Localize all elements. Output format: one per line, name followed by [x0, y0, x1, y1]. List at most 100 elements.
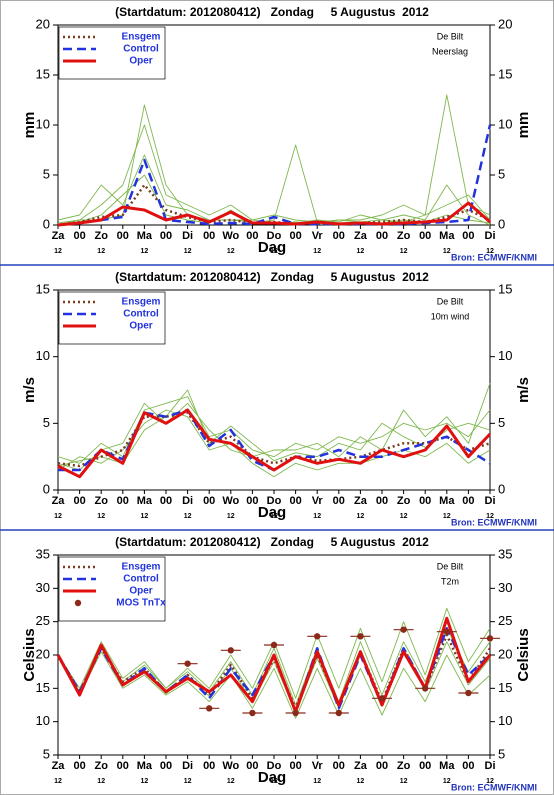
- mos-point: [314, 633, 321, 640]
- mos-point: [465, 689, 472, 697]
- x-tick-label: Wo: [222, 760, 239, 772]
- x-tick-label: 00: [462, 495, 474, 507]
- x-sublabel: 12: [313, 248, 321, 255]
- member-line: [57, 627, 491, 706]
- mos-point: [422, 685, 429, 692]
- x-tick-label: Di: [182, 760, 193, 772]
- plot: [57, 383, 492, 479]
- x-tick-label: Zo: [94, 495, 108, 507]
- x-sublabel: 12: [357, 513, 365, 520]
- x-tick-label: Do: [267, 495, 282, 507]
- x-sublabel: 12: [97, 248, 105, 255]
- x-sublabel: 12: [400, 248, 408, 255]
- x-sublabel: 12: [357, 248, 365, 255]
- y-tick-label: 25: [498, 613, 512, 628]
- y-tick-label: 10: [36, 348, 50, 363]
- source: Bron: ECMWF/KNMI: [451, 252, 537, 262]
- legend-label: Oper: [129, 321, 152, 332]
- y-axis-label: Celsius: [21, 628, 38, 681]
- x-tick-label: 00: [246, 495, 258, 507]
- legend-box: [58, 556, 166, 622]
- chart-title: (Startdatum: 2012080412) Zondag 5 August…: [115, 535, 429, 549]
- mos-point: [335, 709, 342, 717]
- y-tick-label: 0: [498, 481, 505, 496]
- mos-point: [206, 705, 213, 712]
- x-tick-label: 00: [160, 230, 172, 242]
- x-tick-label: 00: [203, 495, 215, 507]
- x-tick-label: 00: [462, 760, 474, 772]
- x-tick-label: 00: [289, 230, 301, 242]
- x-tick-label: Do: [267, 230, 282, 242]
- x-tick-label: 00: [289, 495, 301, 507]
- x-tick-label: Za: [52, 230, 66, 242]
- legend-label: Ensgem: [122, 297, 161, 308]
- location: De Bilt: [437, 31, 464, 41]
- series-line: [57, 124, 492, 227]
- x-tick-label: 00: [203, 230, 215, 242]
- x-sublabel: 12: [227, 513, 235, 520]
- y-tick-label: 5: [498, 166, 505, 181]
- y-tick-label: 30: [36, 580, 50, 595]
- member-line: [57, 389, 491, 467]
- y-tick-label: 20: [36, 16, 50, 31]
- legend-box: [58, 291, 166, 345]
- x-tick-label: Za: [354, 230, 368, 242]
- x-tick-label: 00: [117, 230, 129, 242]
- x-sublabel: 12: [141, 513, 149, 520]
- legend-label: Ensgem: [122, 32, 161, 43]
- x-sublabel: 12: [184, 513, 192, 520]
- variable: Neerslag: [432, 46, 468, 56]
- x-sublabel: 12: [486, 513, 494, 520]
- x-tick-label: Zo: [397, 760, 411, 772]
- x-tick-label: 00: [73, 230, 85, 242]
- x-tick-label: 00: [333, 495, 345, 507]
- mos-point: [486, 635, 494, 642]
- x-tick-label: 00: [246, 760, 258, 772]
- member-line: [57, 607, 491, 699]
- x-tick-label: Wo: [222, 495, 239, 507]
- x-tick-label: 00: [246, 230, 258, 242]
- x-tick-label: 00: [73, 760, 85, 772]
- plot: [57, 94, 492, 227]
- legend-label: Control: [123, 44, 159, 55]
- y-tick-label: 5: [498, 746, 505, 761]
- x-tick-label: Ma: [439, 495, 455, 507]
- x-axis-label: Dag: [258, 769, 286, 786]
- y-tick-label: 0: [43, 481, 50, 496]
- mos-point: [184, 660, 191, 667]
- x-sublabel: 12: [54, 513, 62, 520]
- x-tick-label: Vr: [312, 230, 324, 242]
- plot: [56, 607, 500, 719]
- y-tick-label: 35: [498, 546, 512, 561]
- legend-box: [58, 26, 166, 80]
- x-tick-label: Ma: [137, 760, 153, 772]
- x-tick-label: Di: [182, 230, 193, 242]
- x-tick-label: Di: [182, 495, 193, 507]
- x-sublabel: 12: [270, 513, 278, 520]
- y-tick-label: 0: [43, 216, 50, 231]
- source: Bron: ECMWF/KNMI: [451, 782, 537, 792]
- x-tick-label: 00: [419, 760, 431, 772]
- x-tick-label: Ma: [137, 230, 153, 242]
- x-tick-label: 00: [73, 495, 85, 507]
- member-line: [57, 651, 491, 719]
- y-tick-label: 20: [498, 646, 512, 661]
- x-sublabel: 12: [54, 248, 62, 255]
- mos-point: [443, 628, 450, 635]
- y-tick-label: 10: [498, 116, 512, 131]
- y-axis-label: mm: [515, 112, 532, 139]
- y-axis-label: Celsius: [515, 628, 532, 681]
- x-sublabel: 12: [357, 778, 365, 785]
- legend-swatch: [74, 599, 82, 607]
- chart-title: (Startdatum: 2012080412) Zondag 5 August…: [115, 5, 429, 19]
- member-line: [57, 409, 491, 478]
- x-sublabel: 12: [443, 513, 451, 520]
- y-tick-label: 15: [498, 66, 512, 81]
- x-tick-label: 00: [117, 495, 129, 507]
- x-tick-label: 00: [376, 230, 388, 242]
- x-tick-label: 00: [376, 760, 388, 772]
- location: De Bilt: [437, 561, 464, 571]
- x-tick-label: 00: [160, 495, 172, 507]
- x-tick-label: Wo: [222, 230, 239, 242]
- mos-point: [400, 626, 407, 633]
